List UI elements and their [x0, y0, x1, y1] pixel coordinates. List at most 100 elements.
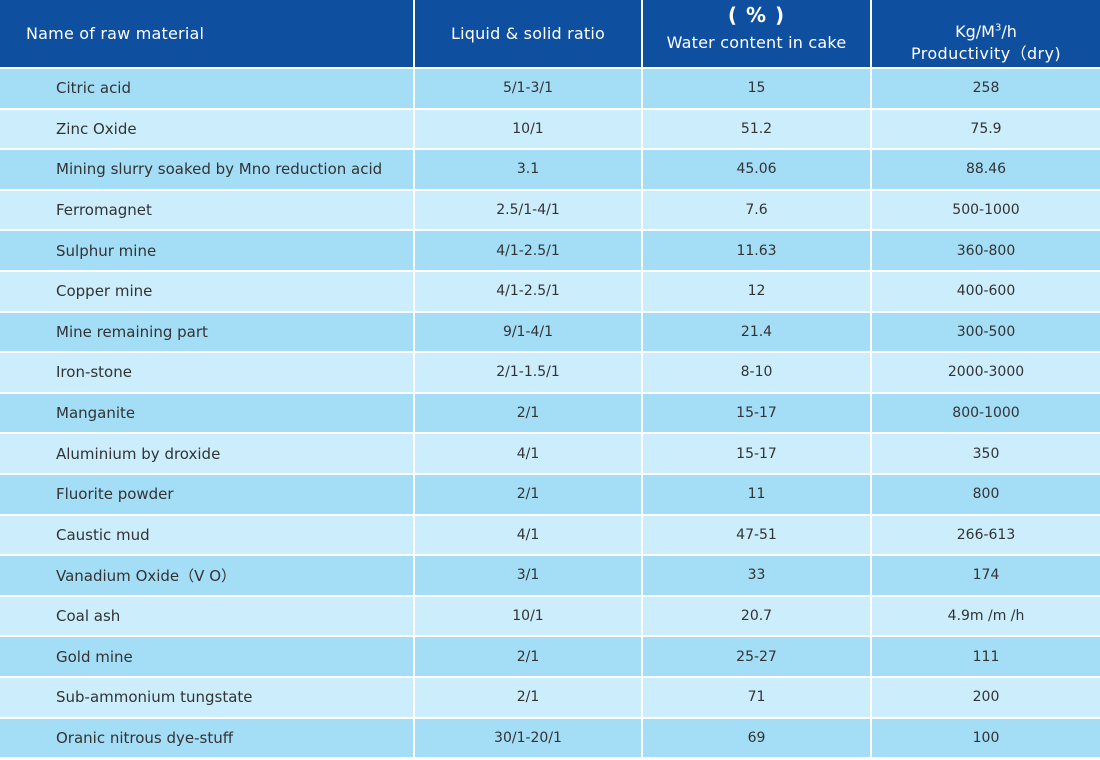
cell-productivity: 100	[871, 716, 1100, 758]
cell-productivity: 88.46	[871, 148, 1100, 190]
cell-material-name: Iron-stone	[0, 351, 415, 393]
cell-liquid-solid-ratio: 3.1	[414, 148, 643, 190]
cell-water-content: 11.63	[642, 229, 872, 271]
cell-productivity: 300-500	[871, 310, 1100, 353]
cell-productivity: 2000-3000	[871, 351, 1100, 393]
cell-material-name: Caustic mud	[0, 513, 415, 556]
cell-material-name: Fluorite powder	[0, 472, 415, 515]
cell-liquid-solid-ratio: 4/1	[414, 513, 643, 556]
cell-water-content: 21.4	[642, 310, 872, 353]
cell-productivity: 200	[871, 675, 1100, 718]
cell-material-name: Ferromagnet	[0, 188, 415, 231]
cell-material-name: Coal ash	[0, 594, 415, 637]
cell-productivity: 400-600	[871, 269, 1100, 312]
table-row: Sub-ammonium tungstate 2/1 71 200	[0, 675, 1100, 718]
table-row: Mine remaining part 9/1-4/1 21.4 300-500	[0, 310, 1100, 353]
cell-liquid-solid-ratio: 10/1	[414, 594, 643, 637]
table-row: Copper mine 4/1-2.5/1 12 400-600	[0, 269, 1100, 312]
cell-water-content: 15-17	[642, 391, 872, 434]
cell-material-name: Mine remaining part	[0, 310, 415, 353]
cell-water-content: 12	[642, 269, 872, 312]
table-body: Citric acid 5/1-3/1 15 258 Zinc Oxide 10/1 51.…	[0, 67, 1100, 758]
cell-material-name: Mining slurry soaked by Mno reduction ac…	[0, 148, 415, 190]
cell-material-name: Manganite	[0, 391, 415, 434]
cell-water-content: 47-51	[642, 513, 872, 556]
header-productivity-unit-prefix: Kg/M	[955, 22, 995, 41]
cell-liquid-solid-ratio: 2/1-1.5/1	[414, 351, 643, 393]
header-water-label: Water content in cake	[666, 33, 847, 52]
cell-productivity: 266-613	[871, 513, 1100, 556]
cell-productivity: 75.9	[871, 107, 1100, 150]
cell-water-content: 69	[642, 716, 872, 758]
table-row: Oranic nitrous dye-stuff 30/1-20/1 69 100	[0, 716, 1100, 758]
table-row: Iron-stone 2/1-1.5/1 8-10 2000-3000	[0, 351, 1100, 393]
cell-water-content: 25-27	[642, 635, 872, 677]
table-row: Mining slurry soaked by Mno reduction ac…	[0, 148, 1100, 190]
table-row: Caustic mud 4/1 47-51 266-613	[0, 513, 1100, 556]
table-row: Zinc Oxide 10/1 51.2 75.9	[0, 107, 1100, 150]
cell-material-name: Sulphur mine	[0, 229, 415, 271]
header-productivity-unit-suffix: /h	[1001, 22, 1017, 41]
table-row: Manganite 2/1 15-17 800-1000	[0, 391, 1100, 434]
cell-productivity: 174	[871, 554, 1100, 596]
table-row: Coal ash 10/1 20.7 4.9m /m /h	[0, 594, 1100, 637]
cell-material-name: Citric acid	[0, 67, 415, 109]
cell-water-content: 71	[642, 675, 872, 718]
header-productivity-unit: Kg/M3/h	[872, 22, 1100, 41]
header-name-of-raw-material: Name of raw material	[0, 0, 415, 68]
header-liquid-solid-ratio: Liquid & solid ratio	[414, 0, 643, 68]
table-row: Aluminium by droxide 4/1 15-17 350	[0, 432, 1100, 474]
cell-productivity: 800	[871, 472, 1100, 515]
cell-productivity: 111	[871, 635, 1100, 677]
header-row: Name of raw material Liquid & solid rati…	[0, 0, 1100, 68]
cell-liquid-solid-ratio: 4/1-2.5/1	[414, 229, 643, 271]
table-row: Fluorite powder 2/1 11 800	[0, 472, 1100, 515]
cell-water-content: 8-10	[642, 351, 872, 393]
table-row: Ferromagnet 2.5/1-4/1 7.6 500-1000	[0, 188, 1100, 231]
cell-water-content: 45.06	[642, 148, 872, 190]
cell-productivity: 4.9m /m /h	[871, 594, 1100, 637]
cell-productivity: 360-800	[871, 229, 1100, 271]
cell-material-name: Copper mine	[0, 269, 415, 312]
cell-liquid-solid-ratio: 10/1	[414, 107, 643, 150]
header-productivity: Kg/M3/h Productivity（dry)	[871, 0, 1100, 68]
cell-water-content: 11	[642, 472, 872, 515]
cell-liquid-solid-ratio: 2/1	[414, 675, 643, 718]
header-water-content: ( % ) Water content in cake	[642, 0, 872, 68]
table-row: Sulphur mine 4/1-2.5/1 11.63 360-800	[0, 229, 1100, 271]
cell-material-name: Sub-ammonium tungstate	[0, 675, 415, 718]
cell-liquid-solid-ratio: 4/1-2.5/1	[414, 269, 643, 312]
cell-water-content: 7.6	[642, 188, 872, 231]
header-productivity-label: Productivity（dry)	[910, 44, 1062, 63]
cell-liquid-solid-ratio: 2/1	[414, 391, 643, 434]
table-row: Citric acid 5/1-3/1 15 258	[0, 67, 1100, 109]
cell-material-name: Zinc Oxide	[0, 107, 415, 150]
cell-liquid-solid-ratio: 2/1	[414, 635, 643, 677]
cell-material-name: Oranic nitrous dye-stuff	[0, 716, 415, 758]
header-water-unit: ( % )	[727, 3, 786, 27]
cell-water-content: 15	[642, 67, 872, 109]
table-row: Gold mine 2/1 25-27 111	[0, 635, 1100, 677]
cell-liquid-solid-ratio: 5/1-3/1	[414, 67, 643, 109]
cell-liquid-solid-ratio: 4/1	[414, 432, 643, 474]
cell-water-content: 15-17	[642, 432, 872, 474]
cell-water-content: 51.2	[642, 107, 872, 150]
cell-liquid-solid-ratio: 3/1	[414, 554, 643, 596]
cell-water-content: 20.7	[642, 594, 872, 637]
cell-liquid-solid-ratio: 2.5/1-4/1	[414, 188, 643, 231]
header-productivity-unit-sup: 3	[994, 22, 1002, 34]
cell-liquid-solid-ratio: 2/1	[414, 472, 643, 515]
cell-material-name: Gold mine	[0, 635, 415, 677]
cell-liquid-solid-ratio: 9/1-4/1	[414, 310, 643, 353]
cell-liquid-solid-ratio: 30/1-20/1	[414, 716, 643, 758]
cell-productivity: 258	[871, 67, 1100, 109]
cell-material-name: Vanadium Oxide（V O）	[0, 554, 415, 596]
table-row: Vanadium Oxide（V O） 3/1 33 174	[0, 554, 1100, 596]
cell-productivity: 350	[871, 432, 1100, 474]
cell-productivity: 800-1000	[871, 391, 1100, 434]
cell-water-content: 33	[642, 554, 872, 596]
table-header: Name of raw material Liquid & solid rati…	[0, 0, 1100, 68]
cell-productivity: 500-1000	[871, 188, 1100, 231]
cell-material-name: Aluminium by droxide	[0, 432, 415, 474]
